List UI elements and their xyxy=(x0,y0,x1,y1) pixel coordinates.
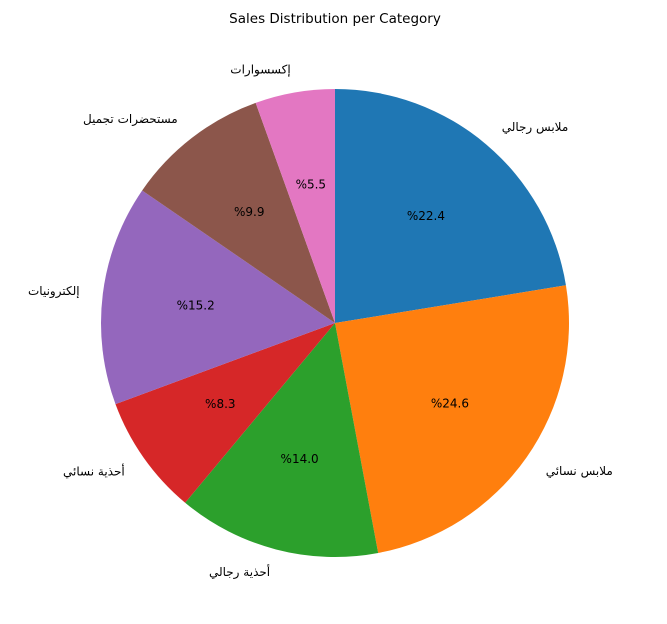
pie-slice xyxy=(255,89,335,323)
pie-slice xyxy=(335,285,570,553)
pie-slice xyxy=(185,323,379,557)
slice-percentage-label: %9.9 xyxy=(234,205,265,219)
slice-category-label: ملابس نسائي xyxy=(546,464,613,479)
pie-slice xyxy=(115,323,336,503)
slice-category-label: مستحضرات تجميل xyxy=(83,112,178,127)
slice-percentage-label: %24.6 xyxy=(431,397,469,411)
pie-slice xyxy=(335,89,566,323)
category-labels: ملابس رجالي ملابس نسائي أحذية رجالي أحذية ن… xyxy=(28,62,613,580)
pie-slice xyxy=(142,102,335,323)
percentage-labels: %22.4 %24.6 %14.0 %8.3 %15.2 %9.9 %5.5 xyxy=(177,178,469,466)
pie-slices xyxy=(100,89,570,557)
pie-slice xyxy=(100,190,335,405)
slice-percentage-label: %8.3 xyxy=(205,397,236,411)
slice-category-label: أحذية نسائي xyxy=(63,463,125,478)
slice-percentage-label: %5.5 xyxy=(296,178,327,192)
slice-percentage-label: %14.0 xyxy=(281,452,319,466)
slice-category-label: أحذية رجالي xyxy=(209,564,270,580)
slice-percentage-label: %22.4 xyxy=(407,209,445,223)
slice-category-label: ملابس رجالي xyxy=(502,120,569,135)
slice-category-label: إلكترونيات xyxy=(28,284,80,299)
slice-percentage-label: %15.2 xyxy=(177,299,215,313)
slice-category-label: إكسسوارات xyxy=(230,62,290,77)
chart-title: Sales Distribution per Category xyxy=(229,11,441,27)
